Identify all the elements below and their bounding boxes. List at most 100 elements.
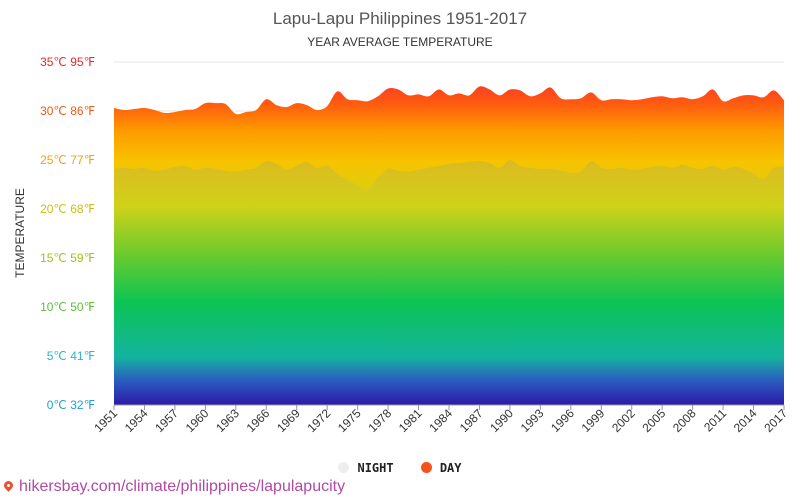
day-data-point — [225, 104, 226, 105]
y-tick-label: 10℃ 50℉ — [40, 300, 95, 314]
day-data-point — [256, 109, 257, 110]
night-data-point — [398, 170, 399, 171]
source-link[interactable]: hikersbay.com/climate/philippines/lapula… — [2, 478, 346, 496]
x-tick-label: 1981 — [396, 406, 425, 435]
night-data-point — [387, 168, 388, 169]
night-data-point — [428, 167, 429, 168]
day-data-point — [184, 109, 185, 110]
day-data-point — [692, 99, 693, 100]
night-data-point — [712, 165, 713, 166]
day-data-point — [205, 103, 206, 104]
day-data-point — [733, 98, 734, 99]
night-data-point — [124, 167, 125, 168]
day-data-point — [499, 95, 500, 96]
x-tick-label: 2008 — [670, 406, 699, 435]
day-data-point — [316, 109, 317, 110]
x-tick-label: 1951 — [91, 406, 120, 435]
day-data-point — [387, 88, 388, 89]
day-data-point — [631, 100, 632, 101]
day-data-point — [509, 89, 510, 90]
day-data-point — [601, 100, 602, 101]
x-tick-label: 1999 — [579, 406, 608, 435]
night-data-point — [337, 173, 338, 174]
night-data-point — [438, 165, 439, 166]
night-data-point — [266, 160, 267, 161]
day-data-point — [550, 87, 551, 88]
legend-day-label: DAY — [439, 461, 462, 475]
night-data-point — [580, 171, 581, 172]
day-data-point — [459, 93, 460, 94]
source-text: hikersbay.com/climate/philippines/lapula… — [19, 478, 346, 495]
x-tick-label: 1984 — [426, 406, 455, 435]
night-data-point — [570, 172, 571, 173]
night-data-point — [367, 190, 368, 191]
night-data-point — [509, 159, 510, 160]
x-tick-label: 1987 — [457, 406, 486, 435]
day-data-point — [347, 99, 348, 100]
day-data-point — [144, 107, 145, 108]
night-data-point — [591, 160, 592, 161]
night-data-point — [408, 171, 409, 172]
night-data-point — [377, 177, 378, 178]
night-data-point — [357, 185, 358, 186]
legend-day-swatch — [420, 462, 432, 473]
legend-item-day[interactable]: DAY — [420, 461, 462, 475]
night-data-point — [113, 168, 114, 169]
day-data-point — [377, 96, 378, 97]
y-axis-title: TEMPERATURE — [13, 188, 27, 278]
day-data-point — [367, 101, 368, 102]
location-pin-icon — [2, 479, 15, 492]
night-data-point — [560, 170, 561, 171]
day-data-point — [641, 99, 642, 100]
night-data-point — [418, 169, 419, 170]
day-data-point — [479, 86, 480, 87]
day-data-point — [418, 94, 419, 95]
day-data-point — [215, 103, 216, 104]
y-axis-ticks: 0℃ 32℉ 5℃ 41℉ 10℃ 50℉ 15℃ 59℉ 20℃ 68℉ 25℃ 77℉… — [40, 55, 95, 412]
night-data-point — [631, 169, 632, 170]
day-data-point — [438, 89, 439, 90]
x-tick-label: 2005 — [640, 406, 669, 435]
day-data-point — [357, 100, 358, 101]
night-data-point — [621, 167, 622, 168]
night-data-point — [316, 167, 317, 168]
y-tick-label: 30℃ 86℉ — [40, 104, 95, 118]
day-data-point — [651, 97, 652, 98]
day-data-point — [783, 100, 784, 101]
x-tick-label: 1960 — [183, 406, 212, 435]
night-data-point — [256, 167, 257, 168]
night-series-area — [114, 159, 784, 405]
night-data-point — [682, 164, 683, 165]
x-tick-label: 1996 — [548, 406, 577, 435]
night-data-point — [245, 169, 246, 170]
day-data-point — [124, 109, 125, 110]
day-data-point — [672, 98, 673, 99]
day-data-point — [428, 96, 429, 97]
night-data-point — [662, 165, 663, 166]
x-tick-label: 1990 — [487, 406, 516, 435]
day-data-point — [337, 91, 338, 92]
night-data-point — [733, 166, 734, 167]
x-tick-label: 2011 — [701, 406, 729, 434]
y-tick-label: 5℃ 41℉ — [47, 349, 95, 363]
x-tick-label: 1972 — [305, 406, 334, 435]
night-data-point — [306, 161, 307, 162]
night-data-point — [459, 162, 460, 163]
chart-title: Lapu-Lapu Philippines 1951-2017 — [273, 9, 527, 28]
day-data-point — [276, 105, 277, 106]
legend: NIGHT DAY — [0, 461, 800, 475]
x-tick-label: 1954 — [122, 406, 151, 435]
chart-subtitle: YEAR AVERAGE TEMPERATURE — [307, 35, 492, 49]
day-data-point — [570, 99, 571, 100]
legend-item-night[interactable]: NIGHT — [338, 461, 394, 475]
night-data-point — [225, 170, 226, 171]
x-tick-label: 2014 — [731, 406, 760, 435]
x-tick-label: 1957 — [152, 406, 181, 435]
day-data-point — [164, 112, 165, 113]
day-data-point — [134, 108, 135, 109]
legend-night-label: NIGHT — [357, 461, 394, 475]
day-data-point — [195, 108, 196, 109]
night-data-point — [164, 169, 165, 170]
day-data-point — [113, 107, 114, 108]
